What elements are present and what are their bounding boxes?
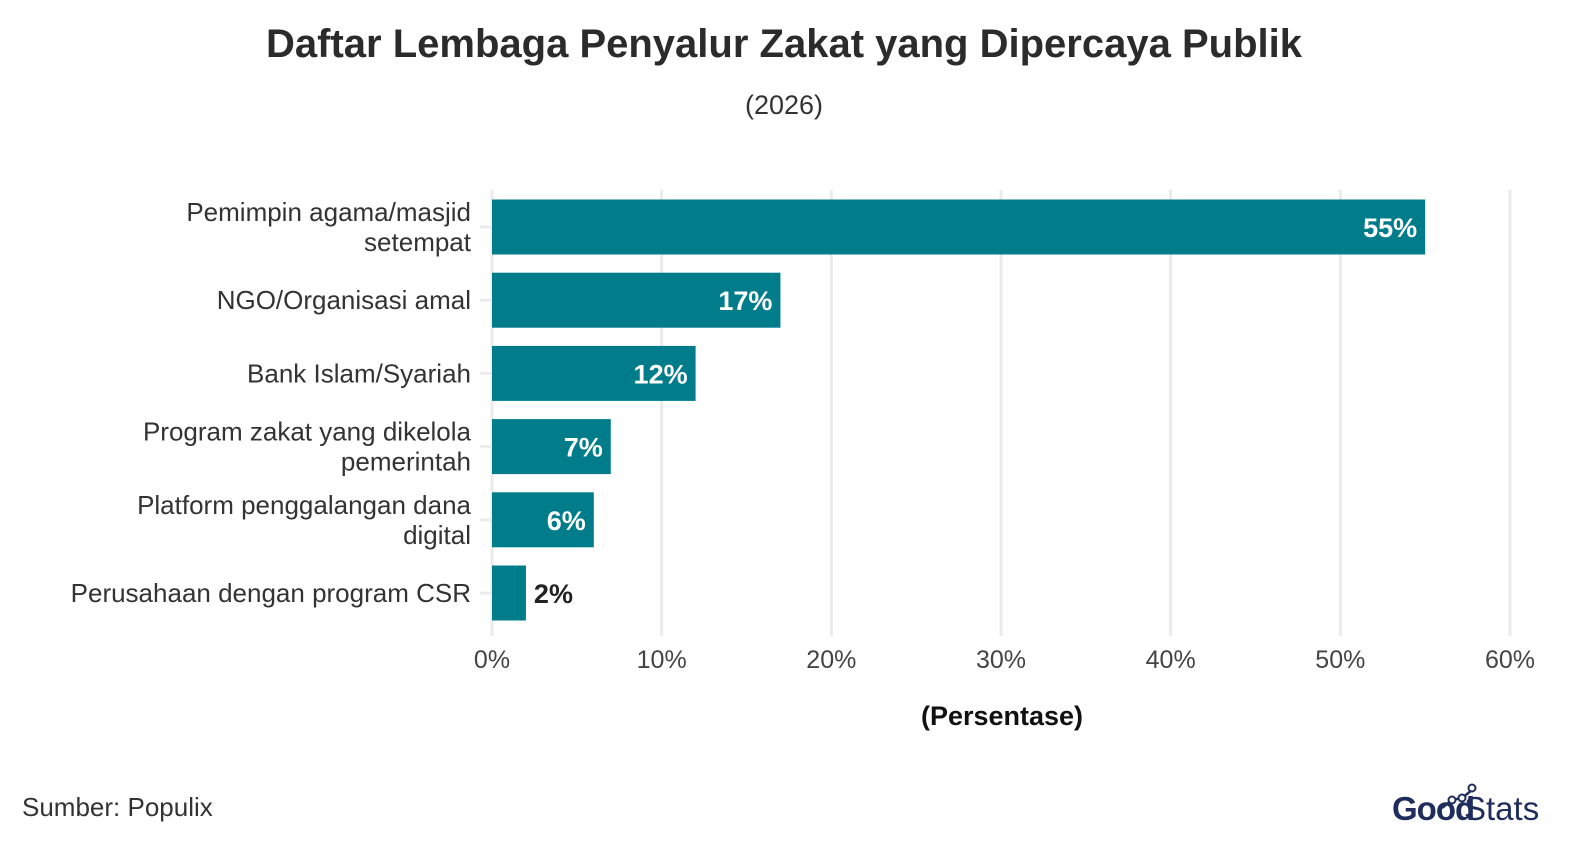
category-label: setempat: [364, 227, 472, 257]
bar: [492, 492, 594, 548]
bar: [492, 345, 696, 401]
bar: [492, 565, 526, 621]
logo-good: Good: [1392, 790, 1475, 827]
category-label: pemerintah: [341, 447, 471, 477]
bar-chart: 0% 10% 20% 30% 40% 50% 60% 55% Pemimpin agama/ma…: [71, 190, 1535, 731]
category-label: Perusahaan dengan program CSR: [71, 578, 471, 608]
source-note: Sumber: Populix: [22, 792, 213, 822]
chart-subtitle: (2026): [744, 90, 824, 120]
category-label: Program zakat yang dikelola: [143, 417, 472, 447]
data-label: 12%: [634, 359, 688, 389]
x-tick-label: 10%: [637, 646, 687, 674]
data-label: 55%: [1363, 213, 1417, 243]
bar: [492, 419, 611, 475]
category-label: Platform penggalangan dana: [137, 490, 471, 520]
bar: [492, 199, 1426, 255]
category-label: Bank Islam/Syariah: [247, 358, 471, 388]
bar: [492, 272, 781, 328]
category-label: NGO/Organisasi amal: [217, 285, 471, 315]
goodstats-logo: Good Stats: [1392, 780, 1562, 830]
data-label: 6%: [547, 506, 586, 536]
x-tick-label: 50%: [1315, 646, 1365, 674]
x-tick-label: 20%: [806, 646, 856, 674]
x-tick-label: 60%: [1485, 646, 1535, 674]
trend-line-icon: [1441, 783, 1477, 809]
data-label: 7%: [564, 433, 603, 463]
x-tick-label: 40%: [1146, 646, 1196, 674]
chart-title: Daftar Lembaga Penyalur Zakat yang Diper…: [266, 22, 1302, 66]
data-label: 17%: [718, 286, 772, 316]
category-label: digital: [403, 520, 471, 550]
x-tick-label: 30%: [976, 646, 1026, 674]
x-tick-label: 0%: [474, 646, 510, 674]
x-axis-title: (Persentase): [921, 701, 1083, 731]
logo-stats: Stats: [1464, 790, 1540, 827]
data-label: 2%: [534, 579, 573, 609]
category-label: Pemimpin agama/masjid: [186, 197, 471, 227]
